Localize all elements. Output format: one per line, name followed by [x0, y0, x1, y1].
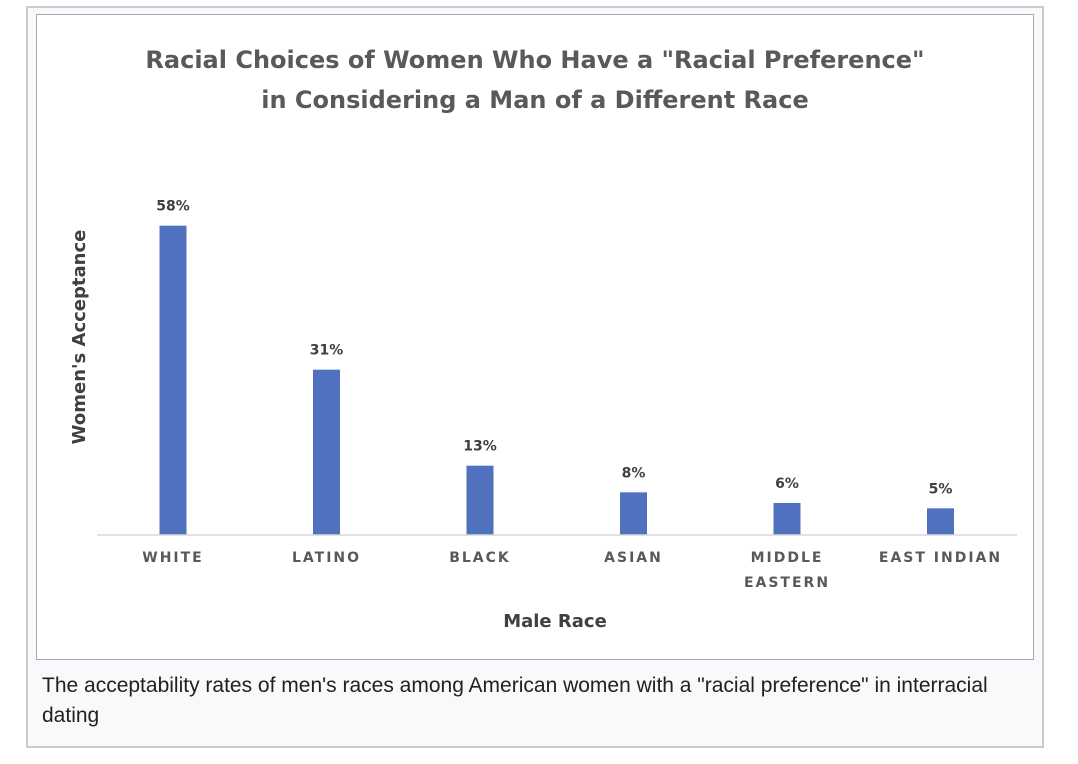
chart-frame: Racial Choices of Women Who Have a "Raci… — [36, 14, 1034, 660]
x-tick-label: BLACK — [449, 550, 511, 566]
figure-thumbnail: Racial Choices of Women Who Have a "Raci… — [26, 6, 1044, 748]
x-tick-label: LATINO — [292, 550, 361, 566]
bar — [620, 492, 647, 535]
chart-title-line: Racial Choices of Women Who Have a "Raci… — [145, 46, 924, 74]
bar — [313, 369, 340, 535]
data-label: 13% — [463, 439, 497, 455]
data-label: 58% — [156, 199, 190, 215]
figure-caption: The acceptability rates of men's races a… — [42, 674, 988, 727]
chart-title-line: in Considering a Man of a Different Race — [261, 86, 809, 114]
bar — [159, 225, 187, 535]
data-label: 8% — [622, 465, 646, 481]
chart-title: Racial Choices of Women Who Have a "Raci… — [145, 46, 924, 114]
x-tick-label: ASIAN — [604, 550, 663, 566]
y-axis-title: Women's Acceptance — [69, 230, 90, 445]
x-tick-label: WHITE — [142, 550, 203, 566]
x-axis-title: Male Race — [503, 611, 607, 632]
x-axis-tick-labels: WHITE LATINO BLACK ASIAN MIDDLE EASTERN EAST I… — [142, 550, 1002, 591]
x-tick-label: EAST INDIAN — [879, 550, 1002, 566]
bar — [773, 503, 801, 535]
data-label: 31% — [310, 343, 344, 359]
bar-series: 58% 31% 13% 8% 6% 5% — [156, 199, 954, 535]
x-tick-label: MIDDLE — [751, 550, 824, 566]
data-label: 6% — [775, 476, 799, 492]
x-tick-label: EASTERN — [744, 575, 830, 591]
bar — [466, 465, 494, 535]
data-label: 5% — [929, 481, 953, 497]
bar — [927, 508, 954, 535]
bar-chart: Racial Choices of Women Who Have a "Raci… — [69, 46, 1017, 632]
